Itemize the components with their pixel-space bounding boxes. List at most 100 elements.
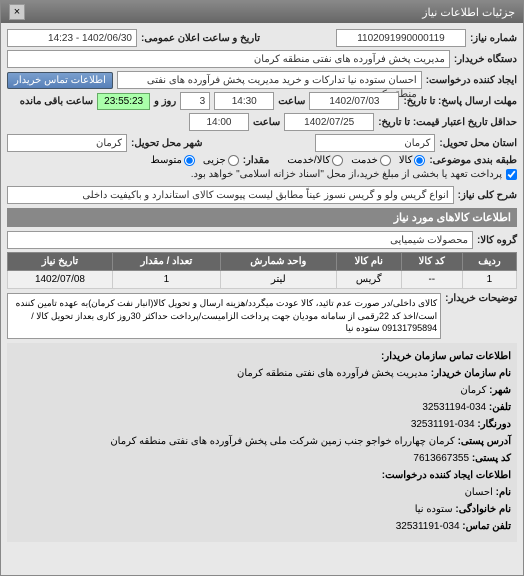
deadline-time: 14:30 <box>214 92 274 110</box>
contact-phone-label: تلفن تماس: <box>462 521 511 532</box>
request-no-label: شماره نیاز: <box>470 33 517 44</box>
province-label: استان محل تحویل: <box>439 138 517 149</box>
notes-label: توضیحات خریدار: <box>445 293 517 304</box>
time-label: ساعت <box>278 96 305 107</box>
announce-field: 1402/06/30 - 14:23 <box>7 29 137 47</box>
info-phone: تلفن: 034-32531194 <box>13 400 511 416</box>
radio-service-input[interactable] <box>380 155 391 166</box>
close-icon[interactable]: × <box>9 4 25 20</box>
request-no-field: 1102091990000119 <box>336 29 466 47</box>
radio-goods-service-label: کالا/خدمت <box>287 155 330 166</box>
phone-label: تلفن: <box>489 402 511 413</box>
td-unit: لیتر <box>220 271 336 289</box>
validity-date: 1402/07/25 <box>284 113 374 131</box>
th-unit: واحد شمارش <box>220 253 336 271</box>
radio-service[interactable]: خدمت <box>351 155 391 166</box>
radio-goods[interactable]: کالا <box>399 155 426 166</box>
validity-time-label: ساعت <box>253 117 280 128</box>
postal-value: 7613667355 <box>413 453 469 464</box>
row-location: استان محل تحویل: کرمان شهر محل تحویل: کر… <box>7 134 517 152</box>
phone-value: 034-32531194 <box>422 402 486 413</box>
title-bar: جزئیات اطلاعات نیاز × <box>1 1 523 23</box>
treasury-checkbox[interactable] <box>506 169 517 180</box>
info-address: آدرس پستی: کرمان چهارراه خواجو جنب زمین … <box>13 434 511 450</box>
province-field: کرمان <box>315 134 435 152</box>
row-goods-group: گروه کالا: محصولات شیمیایی <box>7 231 517 249</box>
days-field: 3 <box>180 92 210 110</box>
radio-medium-label: متوسط <box>150 155 181 166</box>
radio-goods-label: کالا <box>399 155 413 166</box>
deadline-label: مهلت ارسال پاسخ: تا تاریخ: <box>403 96 517 107</box>
radio-medium-input[interactable] <box>184 155 195 166</box>
deadline-date: 1402/07/03 <box>309 92 399 110</box>
org-label: نام سازمان خریدار: <box>431 368 511 379</box>
row-validity: حداقل تاریخ اعتبار قیمت: تا تاریخ: 1402/… <box>7 113 517 131</box>
radio-small[interactable]: جزیی <box>203 155 239 166</box>
th-qty: تعداد / مقدار <box>112 253 220 271</box>
td-code: -- <box>401 271 462 289</box>
goods-group-field: محصولات شیمیایی <box>7 231 473 249</box>
validity-label: حداقل تاریخ اعتبار قیمت: تا تاریخ: <box>378 117 517 128</box>
creator-field: احسان ستوده نیا تدارکات و خرید مدیریت پخ… <box>117 71 422 89</box>
info-surname: نام خانوادگی: ستوده نیا <box>13 502 511 518</box>
th-name: نام کالا <box>336 253 401 271</box>
city-field: کرمان <box>7 134 127 152</box>
name-value: احسان <box>465 487 493 498</box>
row-buyer: دستگاه خریدار: مدیریت پخش فرآورده های نف… <box>7 50 517 68</box>
main-window: جزئیات اطلاعات نیاز × شماره نیاز: 110209… <box>0 0 524 576</box>
radio-goods-input[interactable] <box>414 155 425 166</box>
row-description: شرح کلی نیاز: انواع گریس ولو و گریس نسوز… <box>7 186 517 204</box>
fax-value: 034-32531191 <box>411 419 475 430</box>
buyer-field: مدیریت پخش فرآورده های نفتی منطقه کرمان <box>7 50 450 68</box>
address-value: کرمان چهارراه خواجو جنب زمین شرکت ملی پخ… <box>110 436 454 447</box>
contact-button[interactable]: اطلاعات تماس خریدار <box>7 72 113 89</box>
td-date: 1402/07/08 <box>8 271 113 289</box>
radio-goods-service[interactable]: کالا/خدمت <box>287 155 343 166</box>
info-postal: کد پستی: 7613667355 <box>13 451 511 467</box>
buyer-label: دستگاه خریدار: <box>454 54 517 65</box>
info-org: نام سازمان خریدار: مدیریت پخش فرآورده ها… <box>13 366 511 382</box>
info-fax: دورنگار: 034-32531191 <box>13 417 511 433</box>
th-code: کد کالا <box>401 253 462 271</box>
announce-label: تاریخ و ساعت اعلان عمومی: <box>141 33 260 44</box>
contact-phone-value: 034-32531191 <box>396 521 460 532</box>
creator-label: ایجاد کننده درخواست: <box>426 75 517 86</box>
window-title: جزئیات اطلاعات نیاز <box>422 6 515 19</box>
notes-text: کالای داخلی/در صورت عدم تائید، کالا عودت… <box>7 293 441 339</box>
org-value: مدیریت پخش فرآورده های نفتی منطقه کرمان <box>237 368 428 379</box>
surname-label: نام خانوادگی: <box>455 504 511 515</box>
fax-label: دورنگار: <box>477 419 511 430</box>
info-contact-phone: تلفن تماس: 034-32531191 <box>13 519 511 535</box>
address-label: آدرس پستی: <box>458 436 511 447</box>
row-creator: ایجاد کننده درخواست: احسان ستوده نیا تدا… <box>7 71 517 89</box>
info-name: نام: احسان <box>13 485 511 501</box>
city-label: شهر محل تحویل: <box>131 138 203 149</box>
table-header-row: ردیف کد کالا نام کالا واحد شمارش تعداد /… <box>8 253 517 271</box>
radio-service-label: خدمت <box>351 155 378 166</box>
budget-type-label: طبقه بندی موضوعی: <box>429 155 517 166</box>
postal-label: کد پستی: <box>472 453 511 464</box>
info-city: شهر: کرمان <box>13 383 511 399</box>
time-left-field: 23:55:23 <box>97 93 150 110</box>
th-row: ردیف <box>462 253 516 271</box>
contact-section-title: اطلاعات تماس سازمان خریدار: <box>13 349 511 365</box>
radio-medium[interactable]: متوسط <box>150 155 194 166</box>
row-budget-note: پرداخت تعهد یا بخشی از مبلغ خرید،از محل … <box>7 169 517 180</box>
time-left-label: ساعت باقی مانده <box>20 96 93 107</box>
goods-table: ردیف کد کالا نام کالا واحد شمارش تعداد /… <box>7 252 517 289</box>
th-date: تاریخ نیاز <box>8 253 113 271</box>
radio-small-input[interactable] <box>228 155 239 166</box>
radio-goods-service-input[interactable] <box>332 155 343 166</box>
row-request-no: شماره نیاز: 1102091990000119 تاریخ و ساع… <box>7 29 517 47</box>
surname-value: ستوده نیا <box>415 504 453 515</box>
td-qty: 1 <box>112 271 220 289</box>
contact-city-label: شهر: <box>489 385 511 396</box>
description-field: انواع گریس ولو و گریس نسوز عیناً مطابق ل… <box>7 186 454 204</box>
amount-radio-group: جزیی متوسط <box>150 155 238 166</box>
row-deadline: مهلت ارسال پاسخ: تا تاریخ: 1402/07/03 سا… <box>7 92 517 110</box>
amount-label: مقدار: <box>243 155 270 166</box>
budget-note: پرداخت تعهد یا بخشی از مبلغ خرید،از محل … <box>191 169 502 180</box>
td-row: 1 <box>462 271 516 289</box>
validity-time: 14:00 <box>189 113 249 131</box>
contact-city-value: کرمان <box>460 385 486 396</box>
